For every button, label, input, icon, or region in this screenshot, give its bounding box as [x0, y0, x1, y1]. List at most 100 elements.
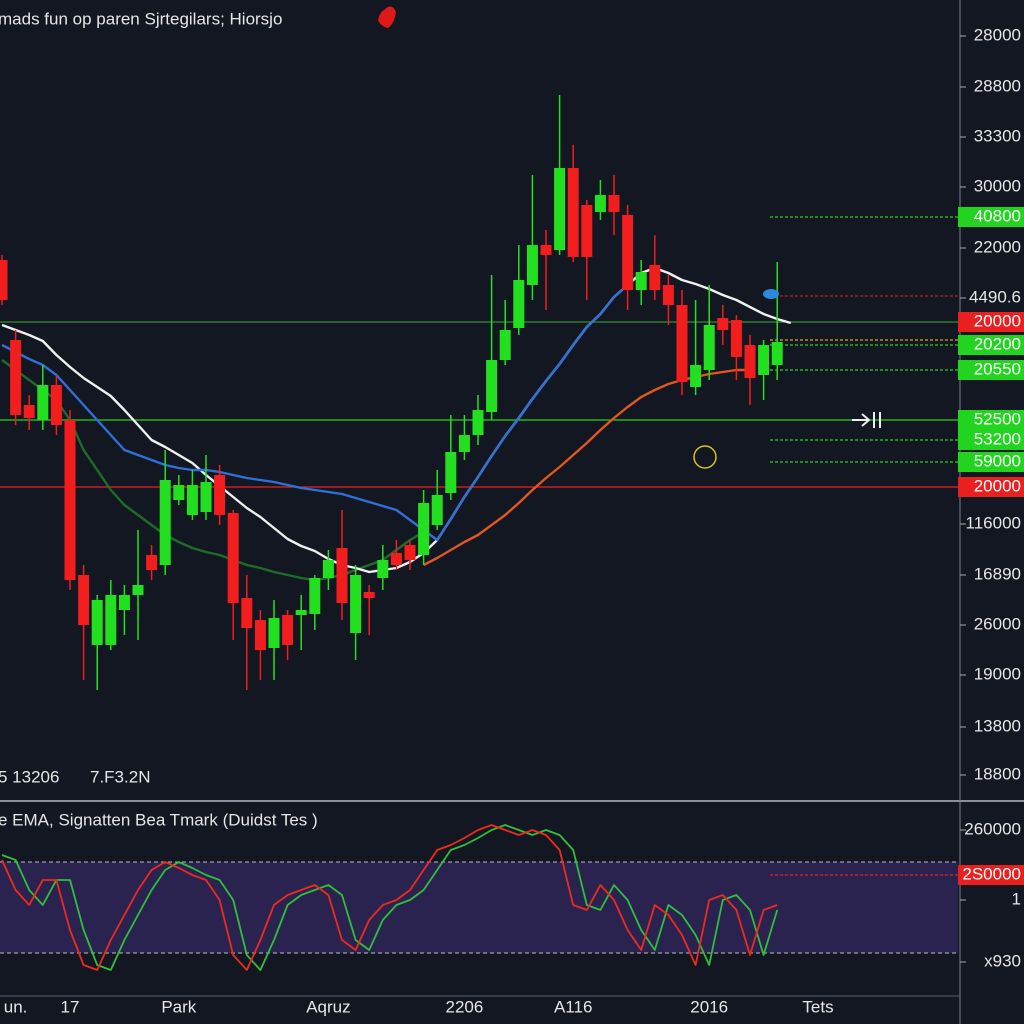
- chart-title: mads fun op paren Sjrtegilars; Hiorsjo: [0, 9, 282, 28]
- candle-body: [404, 545, 416, 560]
- candle-body: [690, 365, 702, 387]
- candle-body: [50, 385, 62, 425]
- candle-body: [227, 513, 239, 603]
- candle-body: [173, 485, 185, 500]
- price-tag-label: 20200: [974, 334, 1021, 353]
- candle-body: [472, 410, 484, 435]
- candle-body: [64, 420, 76, 580]
- candle-body: [214, 475, 226, 515]
- candle-body: [567, 168, 579, 257]
- candle-body: [594, 195, 606, 212]
- candle-body: [186, 485, 198, 515]
- price-tag: [958, 335, 1024, 355]
- y-tick-label: 22000: [974, 237, 1021, 256]
- candle-body: [608, 195, 620, 212]
- y-tick-label: 1: [1012, 889, 1021, 908]
- candle-body: [758, 345, 770, 375]
- candle-body: [635, 272, 647, 290]
- candle-body: [10, 340, 22, 415]
- y-tick-label: 260000: [964, 819, 1021, 838]
- price-tag: [958, 410, 1024, 430]
- price-tag-label: 53200: [974, 429, 1021, 448]
- y-tick-label: 26000: [974, 614, 1021, 633]
- candle-body: [23, 405, 35, 418]
- y-tick-label: 116000: [966, 513, 1021, 532]
- candle-body: [662, 285, 674, 305]
- candle-body: [91, 600, 103, 645]
- oscillator-title: e EMA, Signatten Bea Tmark (Duidst Tes ): [0, 810, 318, 829]
- price-tag: [958, 452, 1024, 472]
- info-text: 5 13206: [0, 767, 59, 786]
- price-tag-label: 52500: [974, 409, 1021, 428]
- candle-body: [118, 595, 130, 610]
- candle-body: [309, 578, 321, 614]
- series-line: [1, 284, 629, 542]
- candle-body: [486, 360, 498, 412]
- title-icon: [378, 6, 396, 28]
- x-tick-label: A116: [554, 997, 592, 1016]
- plot-group: [0, 95, 792, 971]
- price-tag-label: 2S0000: [962, 864, 1021, 883]
- price-tag: [958, 312, 1024, 332]
- arrow-icon: [852, 412, 881, 428]
- price-tag-label: 40800: [974, 206, 1021, 225]
- candle-body: [159, 480, 171, 565]
- price-tag: [958, 865, 1024, 885]
- candle-body: [676, 305, 688, 382]
- candle-body: [37, 385, 49, 420]
- candle-body: [282, 615, 294, 645]
- candle-body: [649, 265, 661, 290]
- price-tag: [958, 477, 1024, 497]
- y-tick-label: 33300: [974, 126, 1021, 145]
- price-tag: [958, 207, 1024, 227]
- y-tick-label: 30000: [974, 176, 1021, 195]
- candle-body: [350, 575, 362, 633]
- candle-body: [322, 560, 334, 578]
- y-tick-label: 28000: [974, 25, 1021, 44]
- x-tick-label: 2206: [445, 997, 483, 1016]
- candle-body: [499, 330, 511, 360]
- candle-body: [268, 618, 280, 648]
- candle-body: [418, 503, 430, 555]
- price-tag-label: 20000: [974, 311, 1021, 330]
- candle-body: [0, 260, 8, 300]
- price-tag: [958, 360, 1024, 380]
- price-tag-label: 20000: [974, 476, 1021, 495]
- x-tick-label: un.: [4, 997, 28, 1016]
- y-tick-label: 13800: [974, 716, 1021, 735]
- candle-body: [431, 495, 443, 525]
- candle-body: [744, 345, 756, 378]
- candle-body: [295, 610, 307, 615]
- oscillator-band-group: [0, 861, 958, 954]
- candle-body: [78, 575, 90, 625]
- candle-body: [458, 435, 470, 452]
- candle-body: [445, 452, 457, 493]
- info-text: 7.F3.2N: [90, 767, 150, 786]
- candle-body: [730, 320, 742, 357]
- x-tick-label: Tets: [802, 997, 833, 1016]
- candle-body: [200, 482, 212, 512]
- marker-blob: [763, 289, 779, 299]
- candle-body: [336, 548, 348, 603]
- marker-circle: [693, 445, 717, 469]
- x-tick-label: Park: [161, 997, 196, 1016]
- y-tick-label: 16890: [974, 564, 1021, 583]
- y-tick-label: 4490.6: [969, 287, 1021, 306]
- series-line: [1, 824, 778, 971]
- candle-body: [241, 598, 253, 628]
- label-group: 28000 28800 33300 30000 22000 4490.6 116000 168…: [4, 25, 1024, 1016]
- candle-body: [581, 205, 593, 257]
- candle-body: [717, 318, 729, 330]
- candle-body: [105, 595, 117, 645]
- candle-body: [132, 585, 144, 595]
- candle-body: [363, 592, 375, 598]
- candle-body: [377, 560, 389, 578]
- candle-body: [390, 553, 402, 565]
- y-tick-label: 19000: [974, 664, 1021, 683]
- candle-body: [622, 215, 634, 290]
- series-line: [1, 824, 779, 971]
- candle-body: [526, 245, 538, 285]
- y-tick-label: 28800: [974, 76, 1021, 95]
- x-tick-label: Aqruz: [306, 997, 350, 1016]
- x-tick-label: 17: [61, 997, 80, 1016]
